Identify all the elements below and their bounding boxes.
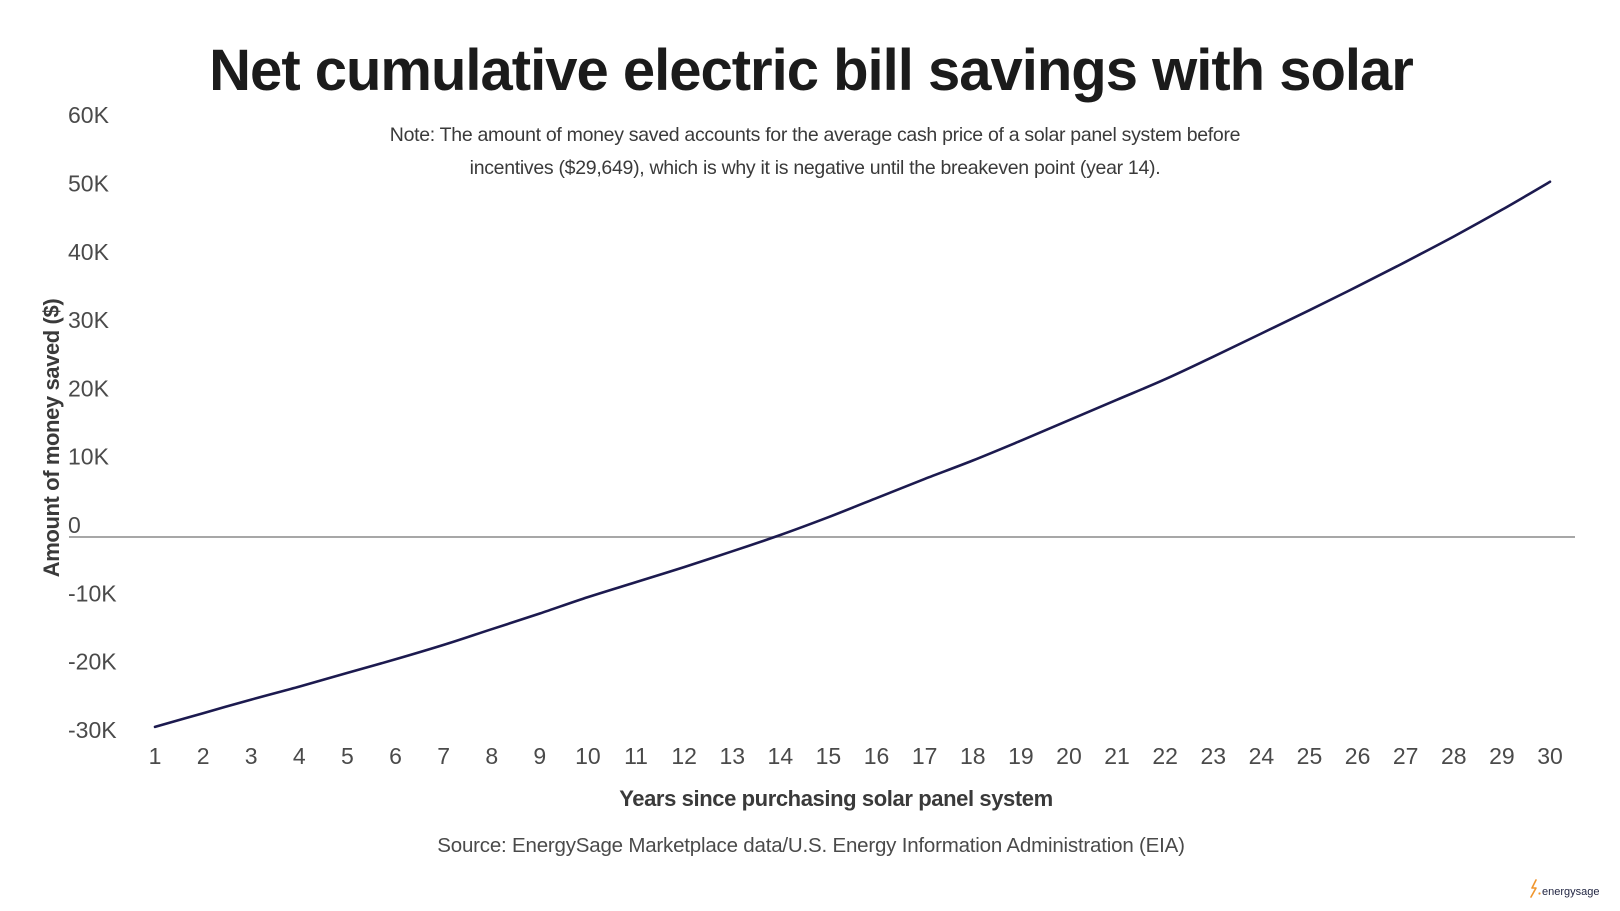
y-tick-label: 10K: [68, 444, 110, 470]
x-tick-label: 13: [719, 743, 745, 769]
x-tick-label: 28: [1441, 743, 1467, 769]
x-tick-label: 3: [245, 743, 258, 769]
data-point: [1499, 207, 1505, 213]
data-point: [200, 710, 206, 716]
x-tick-label: 14: [768, 743, 794, 769]
x-tick-label: 27: [1393, 743, 1419, 769]
y-tick-label: 40K: [68, 239, 110, 265]
data-point: [681, 564, 687, 570]
data-point: [537, 610, 543, 616]
data-point: [1114, 397, 1120, 403]
x-tick-label: 10: [575, 743, 601, 769]
x-tick-label: 25: [1297, 743, 1323, 769]
y-tick-label: -20K: [68, 649, 117, 675]
y-tick-label: 0: [68, 512, 81, 538]
x-tick-label: 22: [1152, 743, 1178, 769]
data-point: [441, 642, 447, 648]
x-tick-label: 19: [1008, 743, 1034, 769]
x-tick-label: 1: [149, 743, 162, 769]
x-tick-label: 16: [864, 743, 890, 769]
x-tick-label: 26: [1345, 743, 1371, 769]
data-point: [922, 476, 928, 482]
data-point: [777, 532, 783, 538]
data-point: [1066, 417, 1072, 423]
chart-title: Net cumulative electric bill savings wit…: [209, 38, 1413, 103]
y-tick-label: -30K: [68, 717, 117, 743]
source-note: Source: EnergySage Marketplace data/U.S.…: [437, 834, 1184, 857]
x-tick-label: 24: [1249, 743, 1275, 769]
x-tick-label: 4: [293, 743, 306, 769]
x-tick-label: 30: [1537, 743, 1563, 769]
data-point: [1258, 330, 1264, 336]
x-tick-label: 8: [485, 743, 498, 769]
data-point: [1547, 179, 1553, 185]
data-point: [1210, 354, 1216, 360]
y-axis-ticks: 60K 50K 40K 30K 20K 10K 0 -10K -20K -30K: [68, 102, 117, 743]
data-point: [585, 594, 591, 600]
x-tick-label: 29: [1489, 743, 1515, 769]
data-point: [1018, 438, 1024, 444]
y-tick-label: 60K: [68, 102, 110, 128]
data-point: [393, 656, 399, 662]
logo-dot: [1538, 892, 1541, 895]
y-tick-label: 50K: [68, 171, 110, 197]
data-point: [296, 684, 302, 690]
x-tick-label: 11: [624, 743, 648, 769]
data-point: [729, 548, 735, 554]
data-point: [1355, 283, 1361, 289]
data-point: [1162, 376, 1168, 382]
spark-icon: [1530, 879, 1537, 898]
x-tick-label: 17: [912, 743, 938, 769]
x-tick-label: 20: [1056, 743, 1082, 769]
data-point: [1451, 233, 1457, 239]
x-tick-label: 21: [1104, 743, 1130, 769]
data-point: [874, 495, 880, 501]
data-point: [489, 626, 495, 632]
x-tick-label: 6: [389, 743, 402, 769]
x-tick-label: 9: [533, 743, 546, 769]
x-tick-label: 12: [671, 743, 697, 769]
data-point: [633, 579, 639, 585]
x-tick-label: 15: [816, 743, 842, 769]
data-point: [970, 458, 976, 464]
x-tick-label: 23: [1200, 743, 1226, 769]
x-tick-label: 2: [197, 743, 210, 769]
x-axis-ticks: 1 2 3 4 5 6 7 8 9 10 11 12 13 14 15 16 17 18 19 20 21 22 23 24 2…: [149, 743, 1563, 769]
series-points: [152, 179, 1553, 730]
data-point: [1306, 307, 1312, 313]
x-tick-label: 7: [437, 743, 450, 769]
y-tick-label: 30K: [68, 307, 110, 333]
x-tick-label: 18: [960, 743, 986, 769]
y-tick-label: 20K: [68, 375, 110, 401]
data-point: [825, 514, 831, 520]
series-line-net-savings: [153, 180, 1552, 729]
chart-note-line-1: Note: The amount of money saved accounts…: [390, 124, 1240, 146]
y-tick-label: -10K: [68, 580, 117, 606]
chart-note-line-2: incentives ($29,649), which is why it is…: [470, 157, 1161, 179]
logo-text: energysage: [1542, 886, 1600, 898]
data-point: [152, 724, 158, 730]
y-axis-title: Amount of money saved ($): [39, 299, 64, 578]
energysage-logo: energysage: [1530, 879, 1600, 898]
x-axis-title: Years since purchasing solar panel syste…: [619, 786, 1053, 811]
x-tick-label: 5: [341, 743, 354, 769]
data-point: [344, 670, 350, 676]
data-point: [248, 697, 254, 703]
data-point: [1403, 259, 1409, 265]
